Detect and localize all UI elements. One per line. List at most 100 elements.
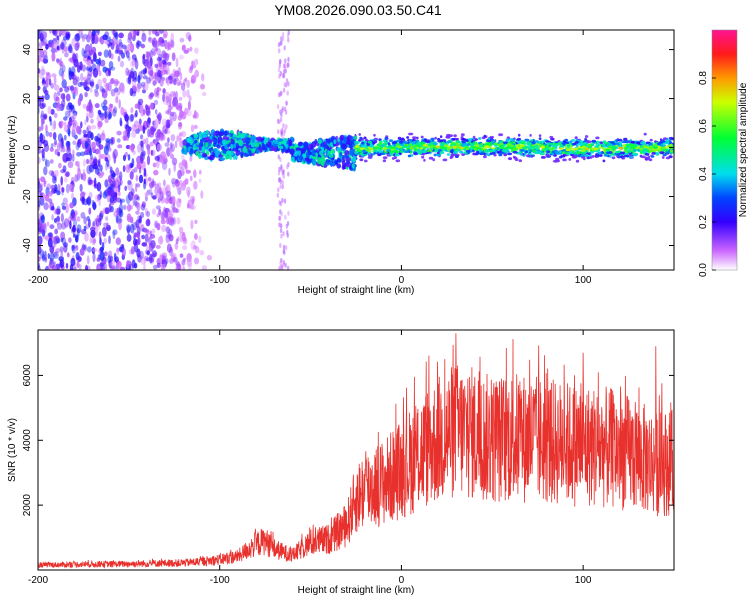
line-cell — [530, 139, 534, 142]
noise-cell — [97, 194, 102, 201]
noise-cell — [132, 238, 138, 246]
line-cell — [598, 154, 603, 157]
noise-cell — [45, 131, 50, 137]
noise-cell — [167, 137, 170, 143]
line-cell — [446, 153, 451, 156]
noise-cell — [162, 59, 167, 65]
line-cell — [625, 140, 630, 144]
noise-cell — [62, 30, 66, 37]
noise-cell — [144, 192, 149, 198]
noise-cell — [141, 32, 147, 43]
noise-column-cell — [282, 259, 285, 265]
noise-cell — [43, 54, 49, 64]
line-cell — [480, 151, 485, 155]
noise-cell — [180, 82, 186, 91]
noise-cell — [161, 224, 167, 232]
noise-cell — [47, 253, 50, 259]
line-cell — [650, 155, 655, 158]
noise-cell — [150, 149, 154, 156]
noise-column-cell — [279, 184, 282, 189]
line-cell — [379, 147, 382, 150]
snr-series-line — [38, 333, 674, 569]
noise-cell — [134, 57, 138, 63]
noise-cell — [189, 155, 193, 162]
noise-cell — [117, 191, 121, 197]
noise-cell — [108, 49, 112, 59]
line-cell — [565, 141, 570, 145]
line-cell — [375, 146, 380, 150]
signal-cell — [225, 150, 232, 156]
noise-cell — [157, 182, 162, 188]
noise-cell — [111, 30, 115, 35]
noise-cell — [72, 53, 77, 63]
noise-cell — [75, 161, 79, 167]
noise-column-cell — [278, 166, 281, 172]
y-tick-label: -40 — [22, 238, 33, 253]
noise-cell — [38, 126, 41, 132]
noise-cell — [178, 80, 182, 86]
noise-cell — [94, 91, 99, 97]
line-cell — [480, 142, 483, 146]
noise-cell — [112, 108, 117, 117]
noise-cell — [164, 197, 170, 204]
line-cell — [443, 144, 449, 148]
noise-cell — [98, 199, 101, 207]
noise-cell — [50, 47, 56, 54]
noise-column-cell — [277, 187, 280, 193]
noise-cell — [135, 210, 140, 215]
noise-cell — [52, 132, 57, 140]
noise-column-cell — [281, 197, 284, 203]
noise-cell — [135, 110, 138, 118]
noise-cell — [199, 250, 205, 256]
signal-cell — [193, 133, 198, 139]
signal-cell — [328, 154, 334, 158]
snr-x-label: Height of straight line (km) — [298, 585, 415, 596]
line-cell — [538, 134, 542, 138]
noise-cell — [193, 169, 197, 179]
noise-cell — [194, 58, 199, 66]
signal-cell — [202, 153, 208, 158]
noise-column-cell — [280, 112, 283, 118]
line-cell — [378, 138, 382, 142]
noise-column-cell — [280, 131, 283, 137]
line-cell — [442, 141, 445, 145]
noise-cell — [126, 234, 132, 242]
noise-cell — [82, 168, 86, 179]
line-cell — [626, 154, 630, 158]
line-cell — [388, 139, 393, 143]
noise-cell — [112, 229, 118, 236]
line-cell — [428, 156, 434, 160]
signal-cell — [209, 154, 215, 161]
line-cell — [376, 143, 380, 147]
line-cell — [540, 156, 546, 159]
noise-cell — [39, 72, 44, 80]
noise-cell — [63, 218, 70, 228]
noise-cell — [45, 79, 49, 88]
noise-cell — [73, 227, 76, 236]
noise-cell — [38, 184, 43, 194]
noise-cell — [65, 262, 69, 269]
line-cell — [538, 137, 542, 141]
noise-cell — [104, 111, 107, 119]
noise-cell — [132, 198, 136, 206]
signal-cell — [218, 154, 223, 158]
signal-cell — [210, 147, 214, 151]
noise-cell — [141, 234, 146, 240]
line-cell — [462, 138, 467, 141]
noise-cell — [194, 233, 198, 240]
noise-cell — [177, 236, 180, 241]
line-cell — [418, 145, 422, 148]
noise-column-cell — [283, 45, 286, 51]
noise-cell — [112, 230, 116, 240]
noise-cell — [54, 265, 57, 270]
line-cell — [618, 146, 624, 150]
line-cell — [632, 149, 637, 152]
noise-cell — [62, 165, 67, 173]
line-cell — [368, 151, 371, 155]
line-cell — [387, 142, 391, 146]
noise-cell — [89, 87, 93, 93]
noise-cell — [89, 157, 95, 167]
noise-cell — [117, 47, 123, 57]
noise-cell — [110, 166, 113, 173]
noise-cell — [149, 102, 154, 110]
